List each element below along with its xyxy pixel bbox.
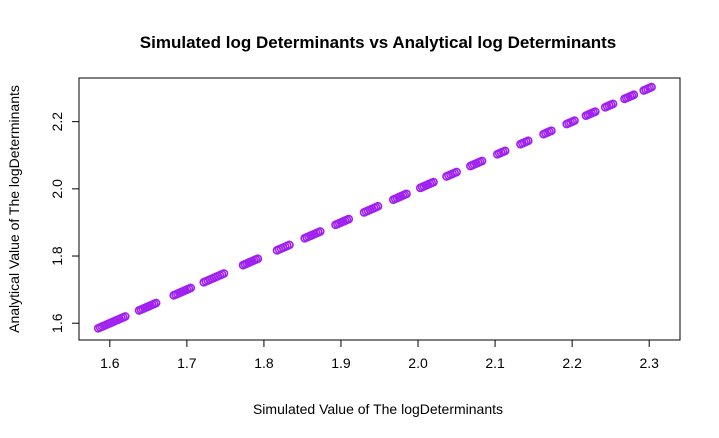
data-point bbox=[373, 201, 383, 211]
x-tick-label: 1.6 bbox=[100, 355, 120, 371]
y-tick-label: 2.0 bbox=[49, 179, 65, 199]
chart-title: Simulated log Determinants vs Analytical… bbox=[140, 33, 616, 52]
data-point bbox=[546, 126, 556, 136]
x-axis: 1.6 1.7 1.8 1.9 2.0 2.1 2.2 2.3 bbox=[100, 339, 659, 371]
x-tick-label: 2.0 bbox=[408, 355, 428, 371]
y-axis: 1.6 1.8 2.0 2.2 bbox=[49, 112, 80, 333]
x-axis-label: Simulated Value of The logDeterminants bbox=[253, 401, 503, 417]
x-tick-label: 1.9 bbox=[331, 355, 351, 371]
data-point bbox=[629, 90, 639, 100]
data-point bbox=[647, 82, 656, 92]
x-tick-label: 1.8 bbox=[254, 355, 274, 371]
y-axis-label: Analytical Value of The logDeterminants bbox=[6, 85, 22, 333]
data-point bbox=[253, 254, 263, 264]
data-point bbox=[402, 189, 411, 199]
y-tick-label: 1.6 bbox=[49, 313, 65, 333]
data-point bbox=[151, 298, 161, 308]
x-tick-label: 2.3 bbox=[639, 355, 659, 371]
data-point bbox=[120, 312, 130, 321]
y-tick-label: 1.8 bbox=[49, 246, 65, 266]
data-point bbox=[186, 283, 196, 293]
data-point bbox=[344, 214, 354, 224]
x-tick-label: 2.1 bbox=[485, 355, 505, 371]
data-point bbox=[608, 99, 618, 109]
data-point bbox=[570, 116, 579, 126]
data-point bbox=[500, 146, 510, 156]
data-point bbox=[452, 167, 461, 177]
data-point bbox=[590, 107, 600, 116]
data-point bbox=[477, 156, 487, 166]
y-tick-label: 2.2 bbox=[49, 112, 65, 132]
x-tick-label: 2.2 bbox=[562, 355, 582, 371]
x-tick-label: 1.7 bbox=[177, 355, 197, 371]
data-point bbox=[523, 136, 533, 146]
data-point bbox=[429, 177, 438, 187]
data-points bbox=[93, 82, 656, 333]
data-point bbox=[284, 240, 294, 250]
data-point bbox=[219, 269, 229, 278]
data-point bbox=[315, 227, 325, 236]
